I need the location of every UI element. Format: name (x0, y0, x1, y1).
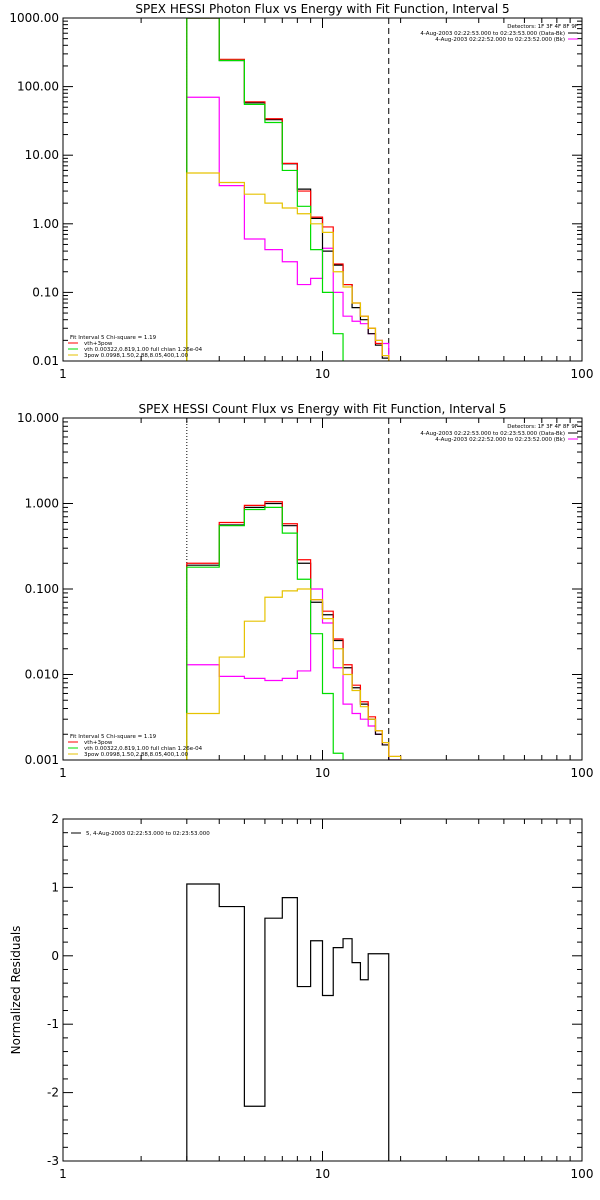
y-tick-label: 0.01 (32, 354, 59, 368)
legend-entry-label: 3pow 0.0998,1.50,2.88,8.05,400,1.00 (84, 752, 189, 758)
chart-panel-2: SPEX HESSI Count Flux vs Energy with Fit… (17, 402, 594, 780)
x-tick-label: 10 (315, 367, 330, 381)
y-tick-label: -1 (47, 1017, 59, 1031)
y-tick-label: 1.00 (32, 217, 59, 231)
y-tick-label: -2 (47, 1086, 59, 1100)
legend-header: Detectors: 1F 3F 4F 8F 9F (507, 424, 578, 430)
y-tick-label: 0.100 (25, 582, 59, 596)
data-series-line (186, 18, 390, 361)
chart-title: SPEX HESSI Photon Flux vs Energy with Fi… (135, 2, 509, 16)
legend-title: Fit Interval 5 Chi-square = 1.19 (70, 335, 157, 341)
y-axis-label: Normalized Residuals (9, 926, 23, 1055)
legend-entry-label: vth 0.00322,0.819,1.00 full chian 1.26e-… (84, 746, 203, 752)
x-tick-label: 1 (59, 1167, 67, 1181)
x-tick-label: 100 (571, 367, 594, 381)
y-tick-label: 2 (51, 812, 59, 826)
legend-entry-label: vth+3pow (84, 740, 113, 746)
x-tick-label: 10 (315, 766, 330, 780)
plot-frame (62, 17, 583, 362)
y-tick-label: 10.000 (17, 411, 59, 425)
legend-entry-label: vth+3pow (84, 341, 113, 347)
chart-panel-3: Normalized Residuals 1 10 100 -3 -2 -1 0 1 2 5, 4-… (9, 812, 593, 1181)
y-tick-label: -3 (47, 1154, 59, 1168)
legend-entry-label: 5, 4-Aug-2003 02:22:53.000 to 02:23:53.0… (86, 831, 210, 837)
plot-area (186, 883, 390, 1161)
legend-entry-label: 4-Aug-2003 02:22:52.000 to 02:23:52.000 … (435, 437, 565, 443)
y-tick-label: 1000.00 (9, 11, 59, 25)
y-tick-label: 1 (51, 880, 59, 894)
plot-frame (62, 818, 583, 1162)
x-tick-label: 10 (315, 1167, 330, 1181)
y-tick-label: 0.10 (32, 285, 59, 299)
legend-header: Detectors: 1F 3F 4F 8F 9F (507, 24, 578, 30)
x-tick-label: 1 (59, 766, 67, 780)
legend-title: Fit Interval 5 Chi-square = 1.19 (70, 734, 157, 740)
y-tick-label: 0.001 (25, 753, 59, 767)
data-series-line (186, 588, 402, 760)
data-series-line (186, 18, 390, 361)
y-tick-label: 100.00 (17, 80, 59, 94)
y-tick-label: 1.000 (25, 497, 59, 511)
plot-area (186, 18, 390, 361)
plot-frame (62, 417, 583, 761)
plot-area (186, 501, 402, 760)
chart-panel-1: SPEX HESSI Photon Flux vs Energy with Fi… (9, 2, 594, 381)
data-series-line (186, 883, 390, 1161)
legend-entry-label: 4-Aug-2003 02:22:52.000 to 02:23:52.000 … (435, 37, 565, 43)
y-tick-label: 0 (51, 949, 59, 963)
legend-entry-label: vth 0.00322,0.819,1.00 full chian 1.26e-… (84, 347, 203, 353)
legend-entry-label: 3pow 0.0998,1.50,2.88,8.05,400,1.00 (84, 353, 189, 359)
data-series-line (186, 18, 344, 361)
x-tick-label: 1 (59, 367, 67, 381)
x-tick-label: 100 (571, 766, 594, 780)
chart-title: SPEX HESSI Count Flux vs Energy with Fit… (138, 402, 506, 416)
y-tick-label: 0.010 (25, 668, 59, 682)
legend-entry-label: 4-Aug-2003 02:22:53.000 to 02:23:53.000 … (420, 431, 565, 437)
x-tick-label: 100 (571, 1167, 594, 1181)
y-tick-label: 10.00 (25, 148, 59, 162)
legend-entry-label: 4-Aug-2003 02:22:53.000 to 02:23:53.000 … (420, 31, 565, 37)
data-series-line (186, 506, 344, 760)
data-series-line (186, 172, 390, 361)
